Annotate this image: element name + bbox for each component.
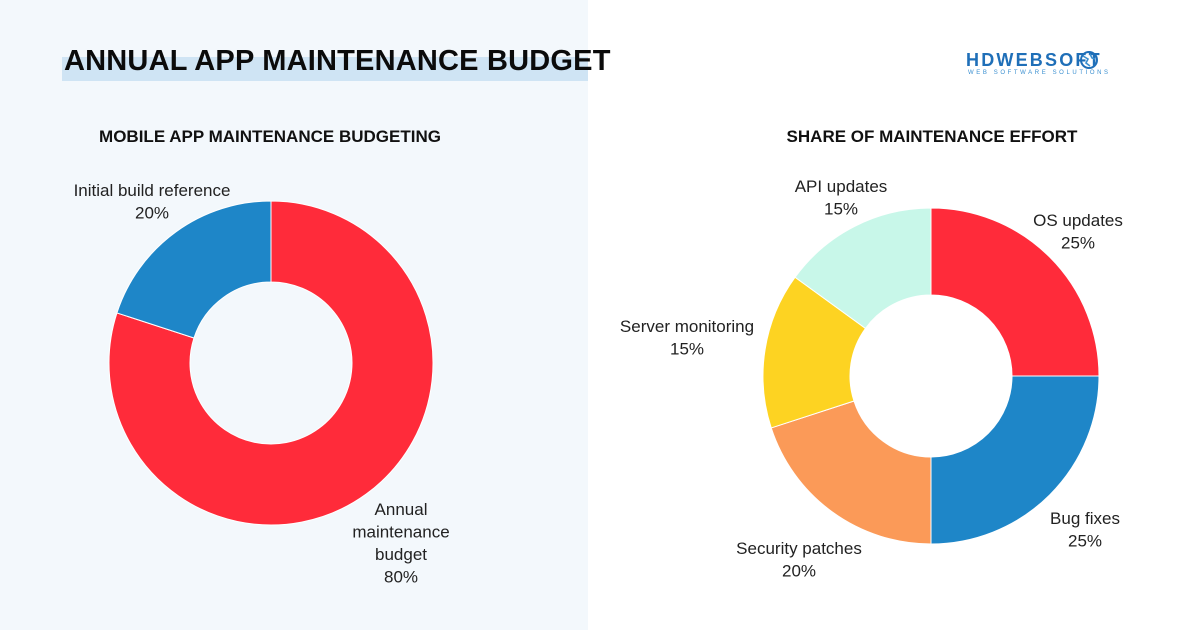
left-panel [0,0,588,630]
chart-title-effort: SHARE OF MAINTENANCE EFFORT [786,127,1078,146]
slice-bug-fixes [930,375,1100,545]
slice-label-security-patches: Security patches 20% [736,539,862,581]
slice-security-patches [770,400,932,545]
slice-label-api-updates: API updates 15% [795,177,888,219]
title-highlight [62,57,588,81]
logo-tagline: WEB SOFTWARE SOLUTIONS [968,70,1111,76]
chart-title-budgeting: MOBILE APP MAINTENANCE BUDGETING [99,127,441,146]
slice-label-os-updates: OS updates 25% [1033,211,1123,253]
slice-label-bug-fixes: Bug fixes 25% [1050,509,1120,551]
hdwebsoft-logo: HDWEBSOFT WEB SOFTWARE SOLUTIONS [966,50,1122,80]
logo-main-text: HDWEBSOFT [966,50,1102,70]
slice-initial-build-reference [116,200,272,339]
slice-label-initial-build-reference: Initial build reference 20% [74,181,231,223]
slice-label-server-monitoring: Server monitoring 15% [620,317,754,359]
slice-label-annual-maintenance-budget: Annual maintenance budget 80% [352,500,449,587]
globe-icon [1080,51,1098,69]
slice-os-updates [930,207,1100,377]
page-title: ANNUAL APP MAINTENANCE BUDGET [64,45,611,77]
slice-api-updates [794,207,932,330]
slice-annual-maintenance-budget [108,200,434,526]
